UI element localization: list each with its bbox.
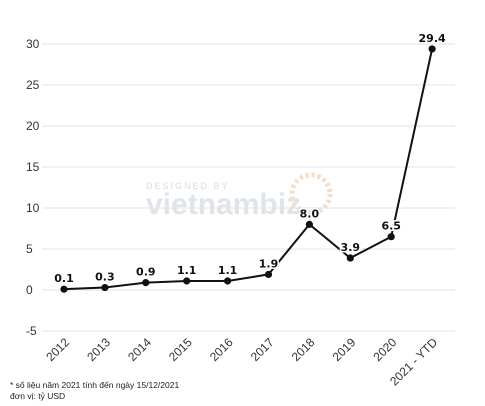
data-labels: 0.1 0.3 0.9 1.1 1.1 1.9 8.0 3.9 6.5 29.4 xyxy=(53,30,448,286)
data-label: 6.5 xyxy=(381,220,401,233)
x-tick-label: 2014 xyxy=(125,335,154,364)
watermark-sun-icon xyxy=(289,172,333,216)
x-tick-label: 2019 xyxy=(330,335,359,364)
series-line xyxy=(60,45,436,293)
data-point xyxy=(183,277,191,285)
data-label: 1.9 xyxy=(259,257,279,270)
y-axis-ticks: 30 25 20 15 10 5 0 -5 xyxy=(26,37,40,338)
y-tick-label: 10 xyxy=(26,201,40,215)
x-tick-label: 2015 xyxy=(166,335,195,364)
x-tick-label: 2016 xyxy=(207,335,236,364)
data-point xyxy=(346,254,354,262)
data-label: 0.1 xyxy=(54,272,74,285)
data-point xyxy=(428,45,436,53)
x-tick-label: 2017 xyxy=(248,335,277,364)
watermark-brand-text: vietnambiz xyxy=(146,188,301,221)
gridlines xyxy=(42,43,455,332)
y-tick-label: 5 xyxy=(26,242,33,256)
data-label: 29.4 xyxy=(419,32,446,45)
data-point xyxy=(101,283,109,292)
footnote-date: * số liệu năm 2021 tính đến ngày 15/12/2… xyxy=(10,380,180,390)
y-tick-label: 25 xyxy=(26,78,40,92)
data-point xyxy=(224,277,232,285)
data-label: 1.1 xyxy=(218,264,238,277)
x-tick-label: 2018 xyxy=(289,335,318,364)
y-tick-label: 15 xyxy=(26,160,40,174)
data-label: 0.9 xyxy=(136,266,156,279)
data-point xyxy=(142,279,150,287)
footnote-unit: đơn vị: tỷ USD xyxy=(10,391,66,401)
data-label: 3.9 xyxy=(341,241,361,254)
data-label: 8.0 xyxy=(300,207,320,220)
x-tick-label: 2020 xyxy=(371,335,400,364)
watermark-top-text: DESIGNED BY xyxy=(146,181,230,191)
y-tick-label: 20 xyxy=(26,119,40,133)
data-point xyxy=(387,233,395,241)
watermark: DESIGNED BY vietnambiz xyxy=(146,172,333,221)
series-line-path xyxy=(63,48,434,291)
y-tick-label: 30 xyxy=(26,37,40,51)
y-tick-label: -5 xyxy=(26,324,37,338)
data-point xyxy=(264,270,273,279)
data-label: 1.1 xyxy=(177,264,197,277)
x-tick-label: 2012 xyxy=(43,335,72,364)
x-tick-label: 2013 xyxy=(84,335,113,364)
data-label: 0.3 xyxy=(95,271,115,284)
data-point xyxy=(305,220,313,228)
y-tick-label: 0 xyxy=(26,283,33,297)
footnotes: * số liệu năm 2021 tính đến ngày 15/12/2… xyxy=(10,380,179,402)
data-point xyxy=(60,285,68,293)
